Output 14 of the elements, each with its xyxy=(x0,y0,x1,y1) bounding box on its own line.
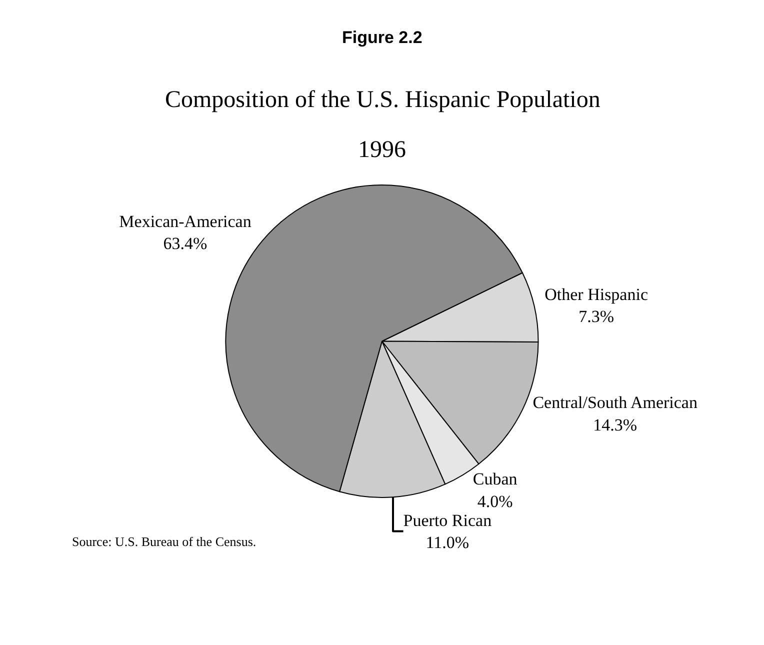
slice-label: Central/South American xyxy=(532,393,698,412)
data-label: 11.0% xyxy=(426,532,470,552)
data-label: 63.4% xyxy=(163,234,208,254)
slice-label: Puerto Rican xyxy=(403,510,492,530)
chart-title: Composition of the U.S. Hispanic Population xyxy=(165,87,600,113)
caption: Figure 2.2 xyxy=(342,28,422,47)
data-label: 14.3% xyxy=(593,415,638,434)
slice-label: Cuban xyxy=(472,470,518,489)
data-label: 4.0% xyxy=(477,492,513,511)
slice-label: Other Hispanic xyxy=(544,284,648,304)
source-note: Source: U.S. Bureau of the Census. xyxy=(72,534,256,549)
chart-subtitle: 1996 xyxy=(358,137,406,163)
data-label: 7.3% xyxy=(578,307,614,326)
slice-label: Mexican-American xyxy=(119,212,252,232)
